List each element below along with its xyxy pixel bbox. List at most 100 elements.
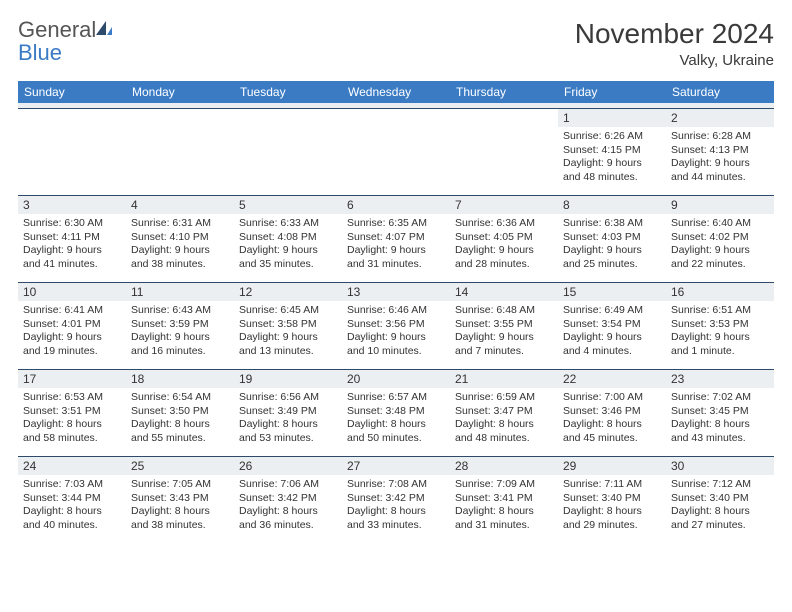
daylight-line2: and 31 minutes. — [455, 519, 553, 533]
sunrise-text: Sunrise: 6:51 AM — [671, 304, 769, 318]
sunset-text: Sunset: 4:01 PM — [23, 318, 121, 332]
daylight-line1: Daylight: 8 hours — [239, 418, 337, 432]
day-cell: 6Sunrise: 6:35 AMSunset: 4:07 PMDaylight… — [342, 196, 450, 282]
sunset-text: Sunset: 3:45 PM — [671, 405, 769, 419]
sunset-text: Sunset: 4:15 PM — [563, 144, 661, 158]
day-body: Sunrise: 6:53 AMSunset: 3:51 PMDaylight:… — [18, 388, 126, 449]
day-number: 12 — [234, 283, 342, 301]
daylight-line2: and 38 minutes. — [131, 258, 229, 272]
sunrise-text: Sunrise: 6:41 AM — [23, 304, 121, 318]
daylight-line1: Daylight: 9 hours — [563, 331, 661, 345]
day-body: Sunrise: 6:41 AMSunset: 4:01 PMDaylight:… — [18, 301, 126, 362]
sunset-text: Sunset: 4:05 PM — [455, 231, 553, 245]
day-cell: 22 Sunrise: 7:00 AMSunset: 3:46 PMDayligh… — [558, 370, 666, 456]
day-cell: 28Sunrise: 7:09 AMSunset: 3:41 PMDayligh… — [450, 457, 558, 543]
day-number: 24 — [18, 457, 126, 475]
day-header-mon: Monday — [126, 81, 234, 103]
day-body: Sunrise: 6:38 AMSunset: 4:03 PMDaylight:… — [558, 214, 666, 275]
daylight-line1: Daylight: 8 hours — [347, 505, 445, 519]
day-number: 10 — [18, 283, 126, 301]
day-cell: 29Sunrise: 7:11 AMSunset: 3:40 PMDayligh… — [558, 457, 666, 543]
day-cell: 30Sunrise: 7:12 AMSunset: 3:40 PMDayligh… — [666, 457, 774, 543]
daylight-line1: Daylight: 9 hours — [131, 244, 229, 258]
daylight-line2: and 29 minutes. — [563, 519, 661, 533]
sunset-text: Sunset: 3:48 PM — [347, 405, 445, 419]
calendar-grid: Sunday Monday Tuesday Wednesday Thursday… — [18, 81, 774, 543]
sunset-text: Sunset: 3:54 PM — [563, 318, 661, 332]
sunset-text: Sunset: 3:46 PM — [563, 405, 661, 419]
daylight-line2: and 31 minutes. — [347, 258, 445, 272]
day-body: Sunrise: 6:59 AMSunset: 3:47 PMDaylight:… — [450, 388, 558, 449]
sunset-text: Sunset: 4:02 PM — [671, 231, 769, 245]
day-header-row: Sunday Monday Tuesday Wednesday Thursday… — [18, 81, 774, 103]
sunset-text: Sunset: 3:40 PM — [563, 492, 661, 506]
day-cell: 12Sunrise: 6:45 AMSunset: 3:58 PMDayligh… — [234, 283, 342, 369]
sunset-text: Sunset: 3:49 PM — [239, 405, 337, 419]
daylight-line1: Daylight: 9 hours — [455, 244, 553, 258]
sunset-text: Sunset: 3:47 PM — [455, 405, 553, 419]
day-body: Sunrise: 6:30 AMSunset: 4:11 PMDaylight:… — [18, 214, 126, 275]
daylight-line2: and 35 minutes. — [239, 258, 337, 272]
sunrise-text: Sunrise: 6:59 AM — [455, 391, 553, 405]
daylight-line2: and 43 minutes. — [671, 432, 769, 446]
day-cell: 14Sunrise: 6:48 AMSunset: 3:55 PMDayligh… — [450, 283, 558, 369]
day-body: Sunrise: 7:02 AMSunset: 3:45 PMDaylight:… — [666, 388, 774, 449]
day-body: Sunrise: 6:36 AMSunset: 4:05 PMDaylight:… — [450, 214, 558, 275]
sunrise-text: Sunrise: 7:00 AM — [563, 391, 661, 405]
day-cell: 19Sunrise: 6:56 AMSunset: 3:49 PMDayligh… — [234, 370, 342, 456]
day-cell — [18, 109, 126, 195]
day-body: Sunrise: 6:56 AMSunset: 3:49 PMDaylight:… — [234, 388, 342, 449]
day-body: Sunrise: 6:43 AMSunset: 3:59 PMDaylight:… — [126, 301, 234, 362]
day-cell: 18Sunrise: 6:54 AMSunset: 3:50 PMDayligh… — [126, 370, 234, 456]
sunrise-text: Sunrise: 6:54 AM — [131, 391, 229, 405]
daylight-line2: and 33 minutes. — [347, 519, 445, 533]
sunrise-text: Sunrise: 7:03 AM — [23, 478, 121, 492]
daylight-line1: Daylight: 8 hours — [563, 505, 661, 519]
sunrise-text: Sunrise: 6:28 AM — [671, 130, 769, 144]
daylight-line1: Daylight: 8 hours — [23, 505, 121, 519]
location-label: Valky, Ukraine — [575, 52, 774, 69]
day-cell — [234, 109, 342, 195]
daylight-line2: and 40 minutes. — [23, 519, 121, 533]
day-body: Sunrise: 7:08 AMSunset: 3:42 PMDaylight:… — [342, 475, 450, 536]
day-number: 22 — [558, 370, 666, 388]
sunrise-text: Sunrise: 6:36 AM — [455, 217, 553, 231]
daylight-line1: Daylight: 9 hours — [455, 331, 553, 345]
day-number: 19 — [234, 370, 342, 388]
day-cell — [126, 109, 234, 195]
day-number: 29 — [558, 457, 666, 475]
sunrise-text: Sunrise: 6:35 AM — [347, 217, 445, 231]
daylight-line2: and 55 minutes. — [131, 432, 229, 446]
daylight-line2: and 44 minutes. — [671, 171, 769, 185]
daylight-line1: Daylight: 9 hours — [671, 157, 769, 171]
day-number: 26 — [234, 457, 342, 475]
sunset-text: Sunset: 3:43 PM — [131, 492, 229, 506]
day-cell: 11Sunrise: 6:43 AMSunset: 3:59 PMDayligh… — [126, 283, 234, 369]
daylight-line1: Daylight: 9 hours — [347, 331, 445, 345]
day-body: Sunrise: 6:45 AMSunset: 3:58 PMDaylight:… — [234, 301, 342, 362]
sunset-text: Sunset: 4:10 PM — [131, 231, 229, 245]
title-block: November 2024 Valky, Ukraine — [575, 18, 774, 69]
sunrise-text: Sunrise: 6:53 AM — [23, 391, 121, 405]
daylight-line1: Daylight: 8 hours — [23, 418, 121, 432]
sunrise-text: Sunrise: 6:30 AM — [23, 217, 121, 231]
day-number: 30 — [666, 457, 774, 475]
daylight-line1: Daylight: 9 hours — [23, 331, 121, 345]
daylight-line2: and 36 minutes. — [239, 519, 337, 533]
daylight-line1: Daylight: 8 hours — [563, 418, 661, 432]
day-cell: 25Sunrise: 7:05 AMSunset: 3:43 PMDayligh… — [126, 457, 234, 543]
sunset-text: Sunset: 4:07 PM — [347, 231, 445, 245]
sunset-text: Sunset: 3:59 PM — [131, 318, 229, 332]
day-cell: 4Sunrise: 6:31 AMSunset: 4:10 PMDaylight… — [126, 196, 234, 282]
daylight-line2: and 4 minutes. — [563, 345, 661, 359]
daylight-line2: and 41 minutes. — [23, 258, 121, 272]
sunrise-text: Sunrise: 6:31 AM — [131, 217, 229, 231]
sunset-text: Sunset: 3:42 PM — [347, 492, 445, 506]
week-row: 3Sunrise: 6:30 AMSunset: 4:11 PMDaylight… — [18, 195, 774, 282]
sunrise-text: Sunrise: 7:09 AM — [455, 478, 553, 492]
daylight-line1: Daylight: 9 hours — [347, 244, 445, 258]
daylight-line2: and 53 minutes. — [239, 432, 337, 446]
page-header: General Blue November 2024 Valky, Ukrain… — [18, 18, 774, 69]
day-body: Sunrise: 6:40 AMSunset: 4:02 PMDaylight:… — [666, 214, 774, 275]
day-cell: 13Sunrise: 6:46 AMSunset: 3:56 PMDayligh… — [342, 283, 450, 369]
